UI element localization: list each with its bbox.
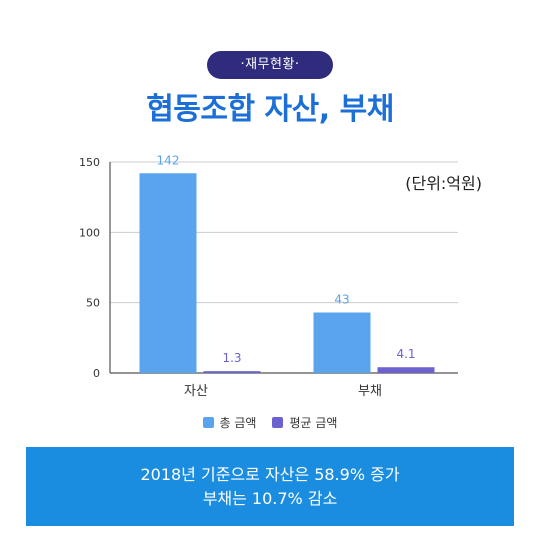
data-label: 43 (334, 293, 349, 307)
legend-swatch-total (202, 417, 214, 428)
bars (139, 173, 435, 373)
y-tick-label: 0 (93, 367, 100, 380)
section-badge: ·재무현황· (207, 51, 333, 79)
bar-average-0 (203, 371, 261, 373)
page-title: 협동조합 자산, 부채 (146, 92, 394, 127)
unit-label: (단위:억원) (405, 174, 482, 193)
legend-swatch-average (272, 417, 284, 428)
bar-chart: 0 50 100 150 142 1.3 43 4.1 자산 부채 (79, 153, 458, 399)
data-label: 4.1 (396, 347, 415, 361)
bar-total-0 (139, 173, 197, 373)
legend-label-total: 총 금액 (219, 416, 257, 430)
summary-line-1: 2018년 기준으로 자산은 58.9% 증가 (140, 464, 400, 484)
legend-item-average: 평균 금액 (272, 414, 337, 431)
y-tick-label: 150 (79, 156, 100, 169)
y-axis-ticks: 0 50 100 150 (79, 156, 100, 380)
x-axis-ticks: 자산 부채 (184, 384, 382, 399)
legend-item-total: 총 금액 (202, 414, 257, 431)
summary-box: 2018년 기준으로 자산은 58.9% 증가 부채는 10.7% 감소 (26, 447, 514, 526)
y-tick-label: 50 (86, 297, 100, 310)
data-labels: 142 1.3 43 4.1 (157, 153, 416, 365)
data-label: 1.3 (222, 351, 241, 365)
x-tick-label: 부채 (358, 384, 382, 399)
bar-total-1 (313, 312, 371, 373)
x-tick-label: 자산 (184, 384, 208, 399)
bar-average-1 (377, 367, 435, 373)
y-tick-label: 100 (79, 226, 100, 239)
summary-line-2: 부채는 10.7% 감소 (202, 488, 338, 508)
legend-label-average: 평균 금액 (289, 416, 338, 430)
chart-legend: 총 금액 평균 금액 (0, 414, 540, 431)
data-label: 142 (157, 153, 180, 167)
